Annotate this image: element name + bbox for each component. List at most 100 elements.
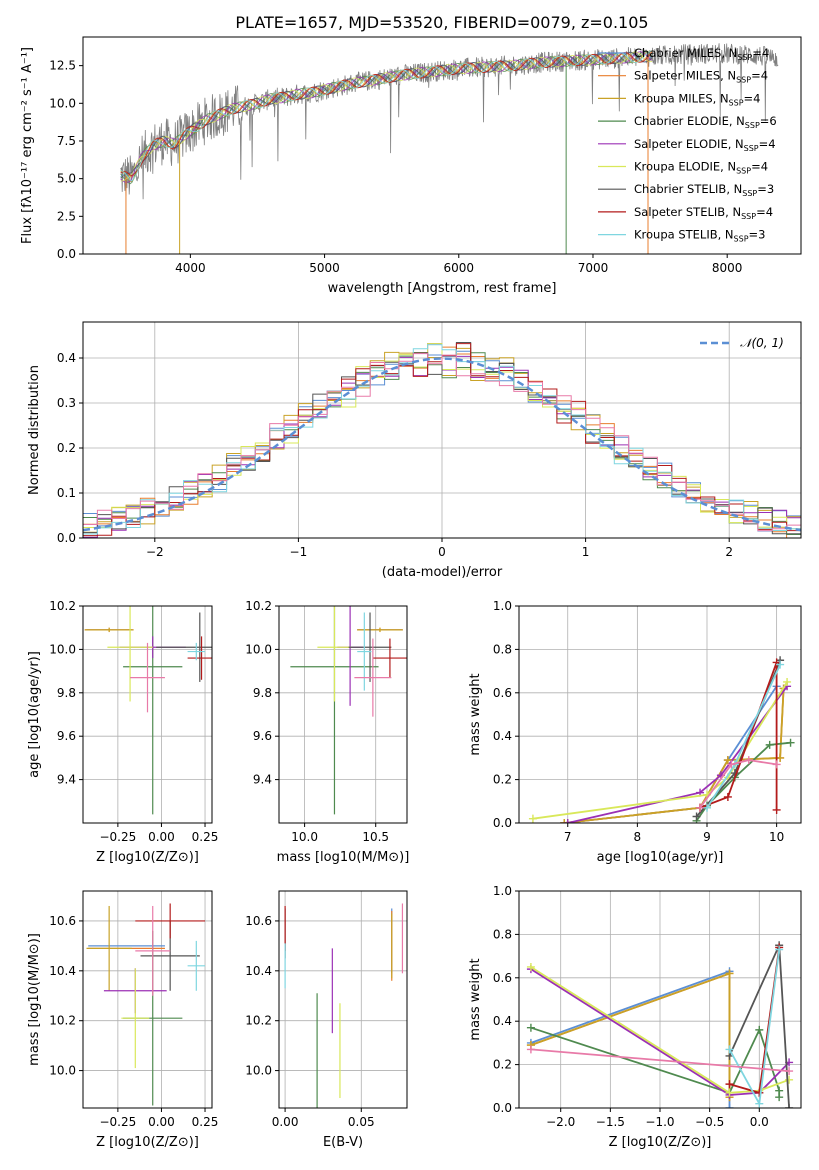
x-axis-label: Z [log10(Z/Z⊙)] bbox=[609, 1135, 712, 1150]
error-bar-point bbox=[187, 636, 212, 680]
y-tick-label: 10.0 bbox=[49, 96, 76, 110]
plot-area bbox=[83, 342, 801, 538]
y-tick-label: 9.4 bbox=[57, 773, 76, 787]
plus-marker bbox=[785, 1075, 794, 1084]
legend-entry: Salpeter MILES, NSSP=4 bbox=[634, 69, 768, 85]
x-tick-label: −0.25 bbox=[99, 1115, 136, 1129]
y-tick-label: 10.6 bbox=[49, 914, 76, 928]
x-tick-label: 10 bbox=[769, 830, 784, 844]
plus-marker bbox=[725, 1045, 734, 1054]
plus-marker bbox=[727, 760, 736, 769]
y-tick-label: 2.5 bbox=[57, 209, 76, 223]
y-tick-label: 0.2 bbox=[57, 441, 76, 455]
panel-mass-vs-ebv: 0.00 0.05 10.0 10.2 10.4 10.6 E(B-V) bbox=[245, 890, 408, 1150]
model-line-4 bbox=[120, 51, 653, 183]
plus-marker bbox=[526, 1023, 535, 1032]
error-bar-point bbox=[187, 642, 206, 661]
plus-marker bbox=[703, 803, 711, 812]
plus-marker bbox=[755, 1025, 764, 1034]
legend-entry: Chabrier ELODIE, NSSP=6 bbox=[634, 114, 777, 130]
axes-frame bbox=[518, 890, 802, 1109]
plus-marker bbox=[772, 760, 781, 769]
x-axis-label: mass [log10(M/M⊙)] bbox=[277, 850, 410, 865]
model-line-1 bbox=[120, 51, 653, 178]
error-bar-point bbox=[84, 627, 134, 633]
x-tick-label: 6000 bbox=[444, 261, 475, 275]
x-tick-label: 0.05 bbox=[348, 1115, 375, 1129]
y-axis-label: mass weight bbox=[468, 673, 483, 755]
plus-marker bbox=[775, 1093, 784, 1102]
x-axis-label: wavelength [Angstrom, rest frame] bbox=[328, 281, 557, 296]
y-tick-label: 10.0 bbox=[245, 642, 272, 656]
figure-title: PLATE=1657, MJD=53520, FIBERID=0079, z=0… bbox=[235, 13, 648, 32]
x-tick-label: 7 bbox=[564, 830, 572, 844]
axes-frame bbox=[82, 890, 213, 1109]
legend-entry: Chabrier MILES, NSSP=4 bbox=[634, 46, 769, 62]
y-tick-label: 0.0 bbox=[57, 531, 76, 545]
gaussian-reference-line bbox=[83, 357, 801, 532]
y-tick-label: 10.2 bbox=[245, 1014, 272, 1028]
legend-entry: Kroupa ELODIE, NSSP=4 bbox=[634, 160, 768, 176]
y-tick-label: 0.8 bbox=[493, 927, 512, 941]
panel-massweight-vs-age: 7 8 9 10 0.0 0.2 0.4 0.6 0.8 1.0 age [log10(age/yr… bbox=[468, 599, 802, 865]
x-tick-label: 0.25 bbox=[192, 1115, 219, 1129]
x-tick-label: −2.0 bbox=[546, 1115, 575, 1129]
x-tick-label: 0.00 bbox=[148, 830, 175, 844]
model-line-6 bbox=[120, 51, 653, 179]
plus-marker bbox=[725, 1104, 734, 1108]
axes-frame bbox=[82, 36, 802, 255]
plus-marker bbox=[786, 738, 795, 747]
y-tick-label: 9.8 bbox=[57, 686, 76, 700]
axes-frame bbox=[82, 321, 802, 539]
legend: Chabrier MILES, NSSP=4 Salpeter MILES, NS… bbox=[598, 46, 777, 244]
mass-weight-line bbox=[567, 685, 788, 823]
model-line-3 bbox=[120, 50, 653, 185]
x-tick-label: 10.5 bbox=[362, 830, 389, 844]
y-axis-label: mass weight bbox=[468, 958, 483, 1040]
histogram-series-9 bbox=[83, 353, 801, 532]
x-tick-label: 8000 bbox=[712, 261, 743, 275]
plus-marker bbox=[723, 756, 732, 765]
error-bar-point bbox=[86, 905, 132, 991]
y-tick-label: 1.0 bbox=[493, 884, 512, 898]
mass-weight-line bbox=[564, 685, 778, 823]
y-tick-label: 0.0 bbox=[493, 1101, 512, 1115]
y-tick-label: 10.0 bbox=[245, 1064, 272, 1078]
legend-entry: Chabrier STELIB, NSSP=3 bbox=[634, 182, 774, 198]
x-tick-label: 0.00 bbox=[272, 1115, 299, 1129]
error-bar-point bbox=[130, 642, 165, 713]
y-tick-label: 0.3 bbox=[57, 396, 76, 410]
y-tick-label: 10.6 bbox=[245, 914, 272, 928]
y-tick-label: 0.4 bbox=[493, 1014, 512, 1028]
y-tick-label: 9.4 bbox=[253, 773, 272, 787]
plot-area bbox=[526, 941, 794, 1108]
x-tick-label: 5000 bbox=[309, 261, 340, 275]
plot-area bbox=[284, 903, 404, 1108]
plus-marker bbox=[783, 677, 792, 686]
x-tick-label: 7000 bbox=[578, 261, 609, 275]
y-axis-label: Flux [fλ10⁻¹⁷ erg cm⁻² s⁻¹ A⁻¹] bbox=[20, 47, 35, 244]
x-tick-label: 9 bbox=[703, 830, 711, 844]
x-tick-label: −1 bbox=[290, 545, 308, 559]
error-bar-point bbox=[372, 638, 407, 678]
plus-marker bbox=[692, 812, 701, 821]
mass-weight-line bbox=[530, 968, 790, 1096]
error-bar-point bbox=[123, 606, 183, 815]
mass-weight-line bbox=[530, 1026, 781, 1098]
plot-area bbox=[120, 43, 779, 254]
y-tick-label: 9.6 bbox=[253, 729, 272, 743]
model-line-7 bbox=[120, 52, 653, 177]
y-tick-label: 0.2 bbox=[493, 1058, 512, 1072]
mass-weight-line bbox=[532, 681, 788, 820]
plus-marker bbox=[785, 1104, 794, 1108]
error-bar-point bbox=[107, 606, 153, 702]
y-tick-label: 10.2 bbox=[49, 1014, 76, 1028]
axes-frame bbox=[82, 605, 213, 824]
y-tick-label: 10.4 bbox=[245, 964, 272, 978]
y-tick-label: 0.6 bbox=[493, 971, 512, 985]
plus-marker bbox=[725, 1088, 734, 1097]
histogram-series-8 bbox=[83, 344, 801, 535]
plus-marker bbox=[755, 1099, 764, 1108]
y-tick-label: 0.8 bbox=[493, 642, 512, 656]
plus-marker bbox=[526, 1045, 535, 1054]
